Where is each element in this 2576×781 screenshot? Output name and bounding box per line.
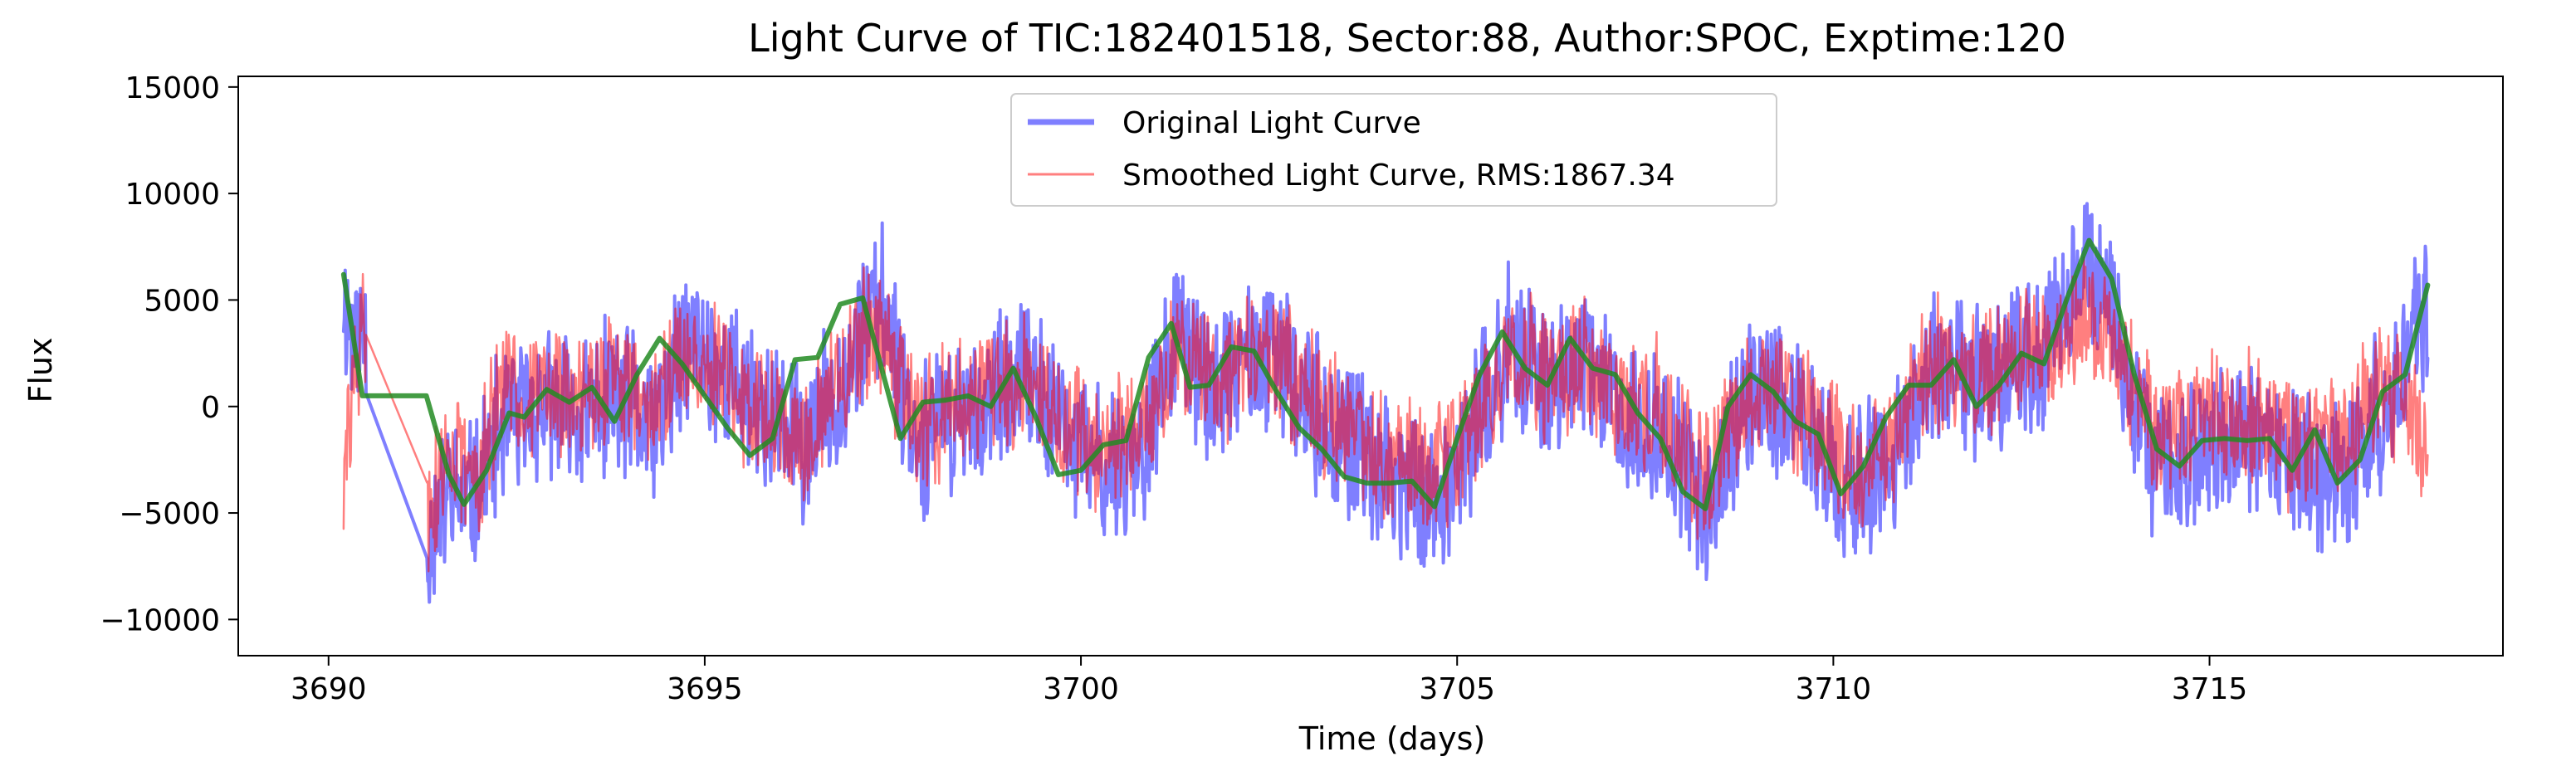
y-tick-label: 15000 — [125, 71, 220, 105]
series-smoothed-line — [342, 256, 2429, 573]
y-tick-label: 5000 — [144, 284, 220, 318]
y-tick-label: −5000 — [119, 497, 220, 531]
y-tick-label: −10000 — [100, 603, 220, 637]
chart-title: Light Curve of TIC:182401518, Sector:88,… — [748, 16, 2066, 61]
x-axis-label: Time (days) — [1298, 720, 1485, 757]
x-tick-label: 3705 — [1419, 672, 1495, 706]
legend-box — [1010, 93, 1777, 207]
x-tick-label: 3700 — [1043, 672, 1119, 706]
legend-label-smoothed: Smoothed Light Curve, RMS:1867.34 — [1122, 159, 1675, 193]
series-trend-line — [340, 237, 2431, 511]
x-axis: 3690 3695 3700 3705 3710 3715 — [291, 656, 2247, 706]
legend: Original Light Curve Smoothed Light Curv… — [1010, 93, 1777, 207]
series-layer — [340, 202, 2431, 604]
x-tick-label: 3690 — [291, 672, 367, 706]
y-axis-label: Flux — [22, 338, 59, 403]
x-tick-label: 3710 — [1796, 672, 1872, 706]
y-axis: −10000 −5000 0 5000 10000 15000 — [100, 71, 238, 637]
y-tick-label: 0 — [201, 391, 220, 425]
plot-area — [237, 76, 2504, 657]
x-tick-label: 3715 — [2172, 672, 2248, 706]
plot-frame — [237, 76, 2504, 657]
x-tick-label: 3695 — [667, 672, 743, 706]
y-tick-label: 10000 — [125, 178, 220, 212]
legend-label-original: Original Light Curve — [1122, 106, 1421, 140]
